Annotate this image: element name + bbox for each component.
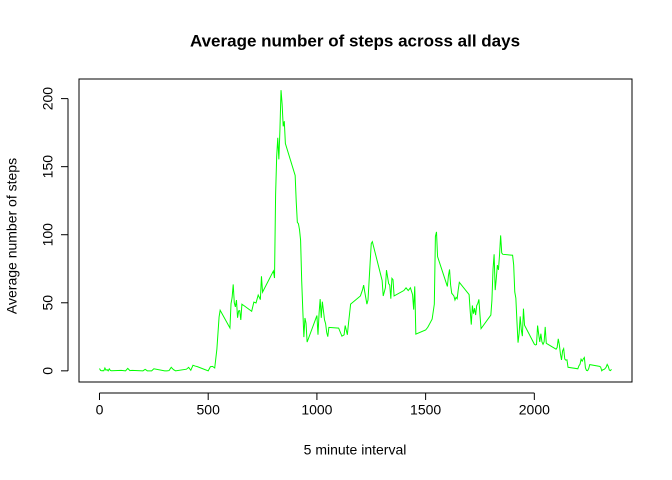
y-tick-label: 0 — [40, 367, 56, 375]
y-tick-label: 100 — [40, 223, 56, 247]
chart-title: Average number of steps across all days — [190, 31, 520, 50]
x-tick-label: 1000 — [301, 402, 332, 418]
data-line — [99, 90, 612, 372]
y-tick-label: 150 — [40, 155, 56, 179]
y-tick-label: 200 — [40, 87, 56, 111]
x-tick-label: 1500 — [410, 402, 441, 418]
plot-frame — [78, 78, 633, 383]
y-axis-label: Average number of steps — [4, 158, 20, 314]
x-tick-label: 0 — [96, 402, 104, 418]
x-axis-label: 5 minute interval — [304, 442, 407, 458]
x-tick-label: 500 — [197, 402, 221, 418]
y-tick-label: 50 — [40, 295, 56, 311]
x-tick-label: 2000 — [519, 402, 550, 418]
